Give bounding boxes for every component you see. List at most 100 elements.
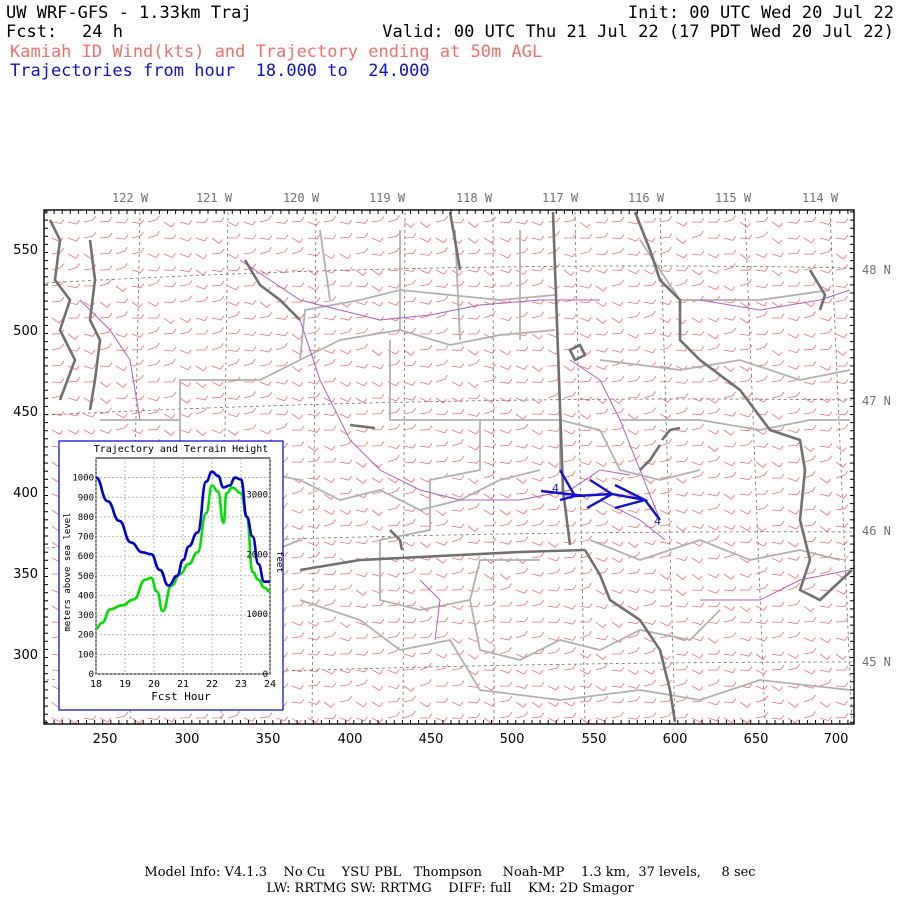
wind-barb xyxy=(723,429,735,436)
wind-barb xyxy=(99,216,113,223)
wind-barb xyxy=(451,218,465,224)
wind-barb xyxy=(579,460,592,466)
wind-barb xyxy=(67,396,80,401)
wind-barb xyxy=(659,377,673,383)
wind-barb xyxy=(451,605,464,611)
lon-label: 122 W xyxy=(112,191,149,205)
wind-barb xyxy=(435,375,448,383)
wind-barb xyxy=(611,525,624,532)
wind-barb xyxy=(131,395,145,401)
wind-barb xyxy=(403,360,417,367)
wind-barb xyxy=(659,246,672,255)
inset-x-tick: 20 xyxy=(148,679,160,690)
wind-barb xyxy=(387,601,401,607)
wind-barb xyxy=(531,552,545,559)
wind-barb xyxy=(595,397,607,405)
lat-label: 45 N xyxy=(862,655,891,669)
wind-barb xyxy=(803,445,815,453)
wind-barb xyxy=(579,568,593,575)
wind-barb xyxy=(147,425,161,431)
wind-barb xyxy=(819,653,831,660)
wind-barb xyxy=(483,349,496,354)
wind-barb xyxy=(531,444,544,450)
wind-barb xyxy=(643,310,656,319)
inset-right-ticks: 3000 2000 1000 0 xyxy=(246,490,268,680)
wind-barb xyxy=(595,218,609,224)
wind-barb xyxy=(500,601,513,607)
wind-barb xyxy=(659,551,673,559)
wind-barb xyxy=(435,698,449,703)
wind-barb xyxy=(835,253,847,260)
wind-barb xyxy=(483,615,497,623)
wind-barb xyxy=(723,285,736,292)
wind-barb xyxy=(579,440,593,447)
wind-barb xyxy=(675,602,689,608)
wind-barb xyxy=(579,233,593,239)
wind-barb xyxy=(371,285,383,292)
wind-barb xyxy=(675,665,689,671)
wind-barb xyxy=(643,588,656,594)
wind-barb xyxy=(259,331,273,337)
wind-barb xyxy=(691,230,704,239)
wind-barb xyxy=(451,680,465,687)
inset-x-tick: 24 xyxy=(264,679,276,690)
wind-barb xyxy=(435,664,449,671)
wind-barb xyxy=(211,217,225,223)
wind-barb xyxy=(547,664,561,671)
wind-barb xyxy=(819,509,831,516)
wind-barb xyxy=(659,601,673,607)
wind-barb xyxy=(819,455,833,463)
inset-left-tick: 1000 xyxy=(72,474,94,484)
wind-barb xyxy=(419,397,432,403)
wind-barb xyxy=(163,221,175,228)
wind-barb xyxy=(787,249,801,255)
wind-barb xyxy=(355,539,369,545)
wind-barb xyxy=(755,605,768,611)
wind-barb xyxy=(739,440,753,447)
wind-barb xyxy=(659,585,673,591)
wind-barb xyxy=(420,329,433,335)
wind-barb xyxy=(771,281,785,287)
x-grid-label: 700 xyxy=(824,732,849,747)
wind-barb xyxy=(643,329,657,335)
wind-barb xyxy=(83,332,97,337)
wind-barb xyxy=(51,343,65,351)
wind-barb xyxy=(739,266,753,271)
wind-barb xyxy=(771,221,783,228)
wind-barb xyxy=(755,330,769,336)
wind-barb xyxy=(771,328,785,335)
wind-barb xyxy=(371,701,384,708)
wind-barb xyxy=(819,678,832,687)
wind-barb xyxy=(707,343,721,351)
wind-barb xyxy=(499,349,511,356)
wind-barb xyxy=(675,221,688,227)
wind-barb xyxy=(819,477,831,484)
wind-barb xyxy=(739,278,752,287)
wind-barb xyxy=(467,329,481,335)
wind-barb xyxy=(403,349,415,356)
wind-barb xyxy=(179,252,192,258)
wind-barb xyxy=(531,589,544,594)
inset-right-tick: 2000 xyxy=(246,550,268,560)
wind-barb xyxy=(323,519,337,527)
wind-barb xyxy=(339,459,353,465)
wind-barb xyxy=(723,573,735,580)
wind-barb xyxy=(819,344,833,351)
wind-barb xyxy=(483,283,497,289)
wind-barb xyxy=(355,633,369,639)
wind-barb xyxy=(723,668,736,674)
wind-barb xyxy=(611,600,625,607)
wind-barb xyxy=(307,297,321,303)
wind-barb xyxy=(387,503,401,511)
wind-barb xyxy=(723,442,737,448)
wind-barb xyxy=(307,428,321,433)
wind-barb xyxy=(691,441,705,447)
wind-barb xyxy=(627,429,640,436)
wind-barb xyxy=(755,636,768,642)
wind-barb xyxy=(467,555,481,561)
wind-barb xyxy=(131,268,145,273)
wind-barb xyxy=(179,412,192,418)
wind-barb xyxy=(195,395,209,401)
wind-barb xyxy=(323,669,336,675)
wind-barb xyxy=(499,540,513,545)
